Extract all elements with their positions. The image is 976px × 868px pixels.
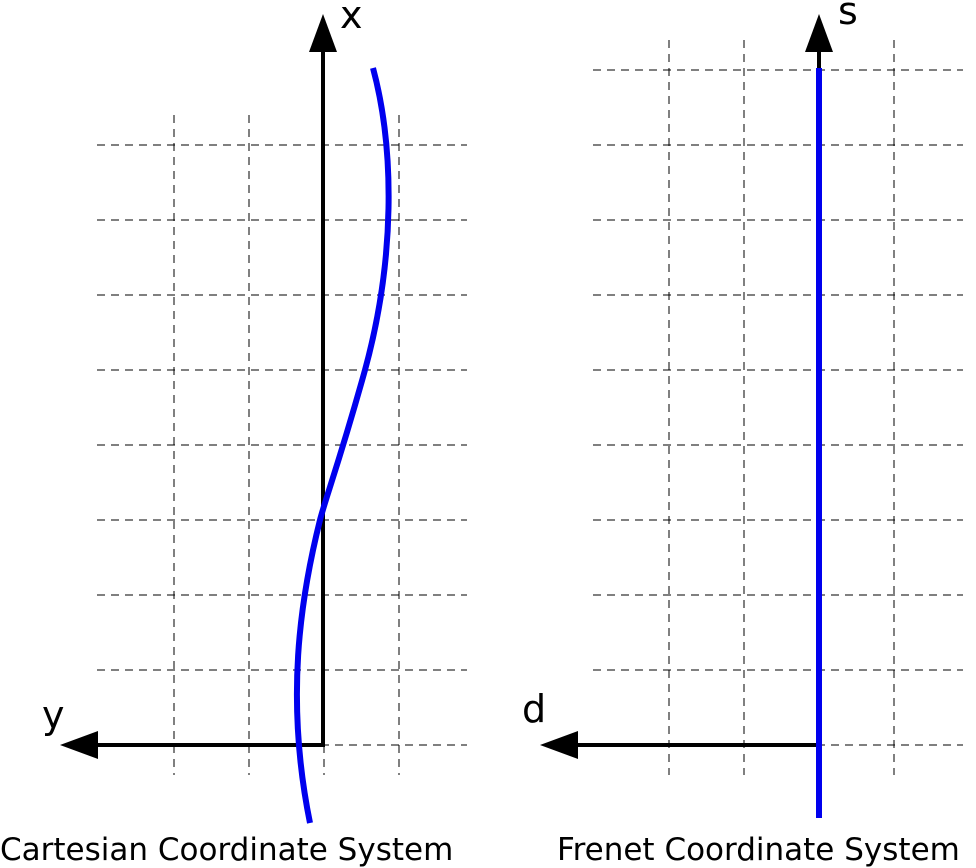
s-label: s [838,0,858,33]
caption: Cartesian Coordinate System [0,832,453,868]
d-label: d [522,687,546,731]
d-arrowhead [540,731,578,759]
y-arrowhead [60,731,98,759]
s-arrowhead [805,14,833,52]
frenet-grid [593,40,963,775]
x-label: x [340,0,363,37]
caption: Frenet Coordinate System [557,832,960,868]
cartesian-grid [97,115,467,775]
y-label: y [42,693,65,737]
reference-curve [293,67,392,824]
x-arrowhead [309,14,337,52]
